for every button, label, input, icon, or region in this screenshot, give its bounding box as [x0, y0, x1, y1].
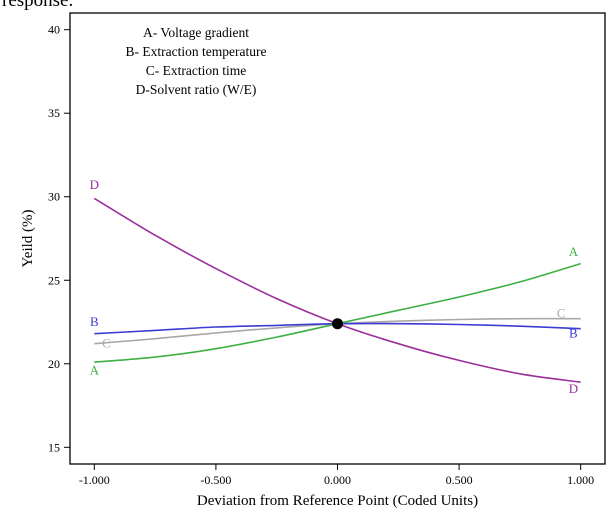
- x-tick-label: 0.000: [324, 473, 351, 487]
- series-label-b-left: B: [90, 314, 99, 329]
- x-axis-title: Deviation from Reference Point (Coded Un…: [197, 493, 478, 509]
- y-tick-label: 35: [48, 106, 60, 120]
- series-label-c-left: C: [102, 336, 111, 351]
- series-line-a: [94, 262, 581, 363]
- x-tick-label: 1.000: [567, 473, 594, 487]
- legend-entry: D-Solvent ratio (W/E): [136, 82, 257, 97]
- y-tick-label: 15: [48, 440, 60, 454]
- y-tick-label: 25: [48, 273, 60, 287]
- series-label-a-right: A: [569, 244, 579, 259]
- series-label-b-right: B: [569, 326, 578, 341]
- y-tick-label: 20: [48, 357, 60, 371]
- y-tick-label: 30: [48, 190, 60, 204]
- y-tick-label: 40: [48, 23, 60, 37]
- page-text-fragment: response.: [2, 0, 74, 11]
- series-label-a-left: A: [90, 362, 100, 377]
- series-line-d: [93, 197, 581, 383]
- legend-entry: C- Extraction time: [146, 63, 246, 78]
- plot-frame: [69, 12, 606, 465]
- x-tick-label: -1.000: [79, 473, 110, 487]
- y-axis-title: Yeild (%): [20, 209, 36, 267]
- series-label-c-right: C: [557, 306, 566, 321]
- legend-entry: A- Voltage gradient: [143, 25, 249, 40]
- y-axis-ticks: 15 20 25 30 35 40: [48, 23, 70, 454]
- x-tick-label: 0.500: [446, 473, 473, 487]
- series-label-d-left: D: [90, 177, 99, 192]
- reference-point-marker: [332, 318, 343, 330]
- legend-entry: B- Extraction temperature: [126, 44, 267, 59]
- legend: A- Voltage gradient B- Extraction tempera…: [126, 25, 267, 97]
- x-axis-ticks: -1.000 -0.500 0.000 0.500 1.000: [79, 464, 594, 487]
- x-tick-label: -0.500: [200, 473, 231, 487]
- series-label-d-right: D: [569, 381, 578, 396]
- series-lines: [93, 197, 581, 383]
